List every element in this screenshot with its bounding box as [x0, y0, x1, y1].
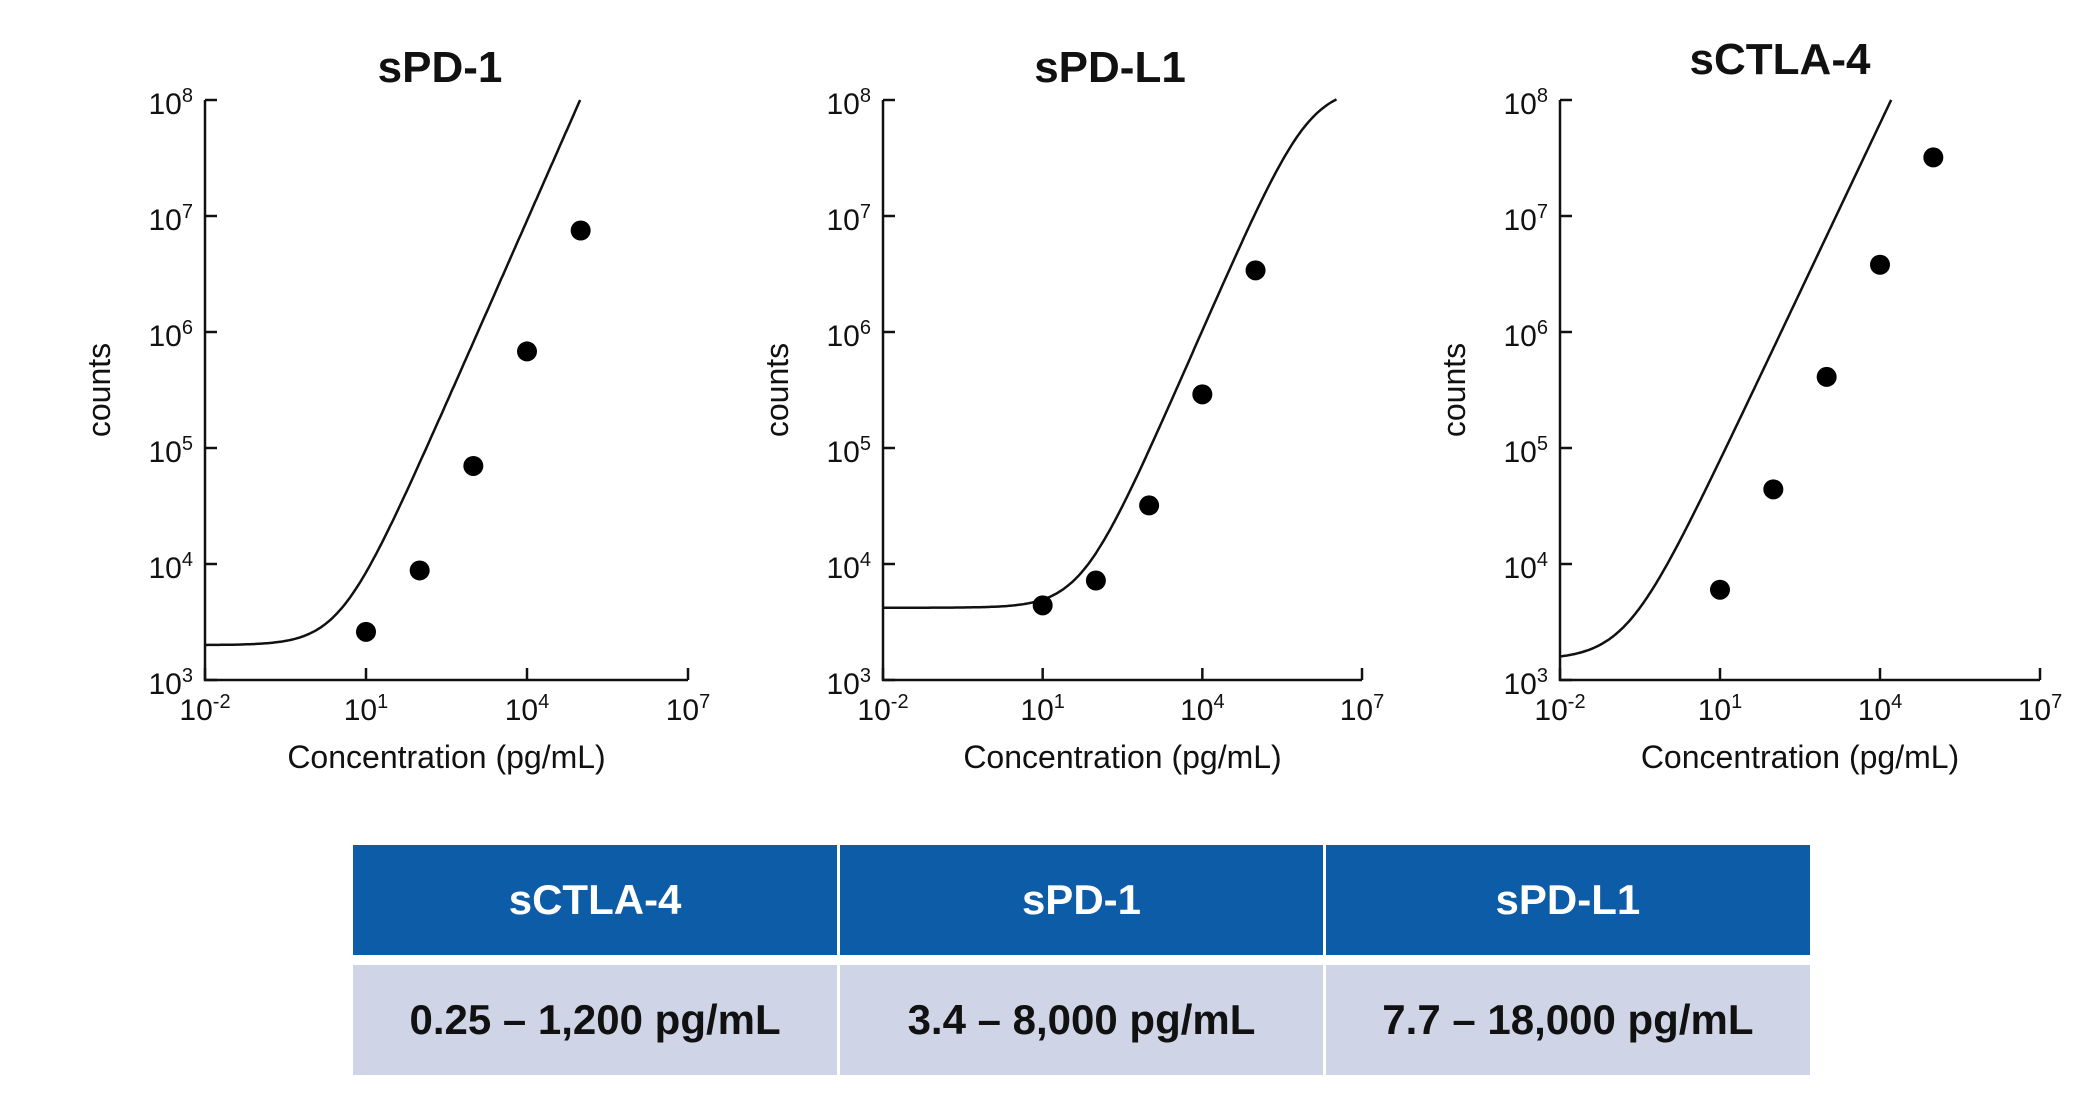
y-tick-label: 107	[827, 201, 872, 237]
table-header-sctla4: sCTLA-4	[353, 845, 841, 960]
y-axis-label: counts	[1436, 343, 1472, 437]
chart-title: sCTLA-4	[1690, 35, 1871, 84]
data-point	[1816, 366, 1837, 387]
chart-panel-1: sPD-L1 103 104 105 106 107 108 10-2 101 104 107 Con…	[759, 43, 1384, 775]
table-cell-sctla4-range: 0.25 – 1,200 pg/mL	[353, 955, 841, 1075]
y-tick-label: 104	[149, 549, 194, 585]
data-point	[1923, 147, 1944, 168]
chart-title: sPD-1	[378, 43, 503, 92]
x-tick-label: 10-2	[1534, 691, 1585, 727]
data-point	[1032, 595, 1053, 616]
y-tick-label: 108	[827, 85, 872, 121]
x-axis-label: Concentration (pg/mL)	[287, 739, 605, 775]
table-cell-spdl1-range: 7.7 – 18,000 pg/mL	[1324, 955, 1810, 1075]
fit-curve	[883, 98, 1338, 609]
charts-area: sPD-1 103 104 105 106 107 108 10-2 101 104 107 Conc…	[81, 35, 2062, 775]
table-header-spdl1: sPD-L1	[1324, 845, 1810, 960]
data-point	[1139, 495, 1160, 516]
data-point	[517, 341, 537, 362]
table-row: 0.25 – 1,200 pg/mL 3.4 – 8,000 pg/mL 7.7…	[353, 955, 1810, 1075]
table-header-spd1: sPD-1	[838, 845, 1326, 960]
data-point	[1763, 479, 1784, 500]
x-axis-label: Concentration (pg/mL)	[1641, 739, 1959, 775]
axes-frame	[1558, 100, 2040, 682]
data-point	[570, 220, 591, 241]
y-tick-label: 105	[1504, 433, 1549, 469]
x-tick-label: 10-2	[857, 691, 908, 727]
y-tick-label: 106	[149, 317, 194, 353]
data-point	[1245, 260, 1266, 281]
y-tick-label: 106	[827, 317, 872, 353]
x-tick-label: 104	[505, 691, 550, 727]
y-tick-label: 108	[149, 85, 194, 121]
y-tick-label: 105	[149, 433, 194, 469]
y-tick-label: 104	[827, 549, 872, 585]
x-tick-label: 101	[344, 691, 389, 727]
chart-title: sPD-L1	[1034, 43, 1186, 92]
y-tick-label: 107	[149, 201, 194, 237]
chart-panel-0: sPD-1 103 104 105 106 107 108 10-2 101 104 107 Conc…	[81, 43, 710, 775]
table-cell-spd1-range: 3.4 – 8,000 pg/mL	[838, 955, 1326, 1075]
data-point	[1870, 254, 1890, 275]
y-tick-label: 105	[827, 433, 872, 469]
y-tick-label: 103	[1504, 665, 1549, 701]
data-point	[1192, 384, 1213, 405]
x-tick-label: 107	[666, 691, 711, 727]
x-tick-label: 104	[1180, 691, 1225, 727]
chart-panel-2: sCTLA-4 103 104 105 106 107 108 10-2 101 104 107 Co…	[1436, 35, 2062, 775]
fit-curve	[1559, 99, 1893, 658]
y-tick-label: 107	[1504, 201, 1549, 237]
x-tick-label: 107	[2018, 691, 2063, 727]
y-tick-label: 108	[1504, 85, 1549, 121]
axes-frame	[881, 100, 1362, 682]
x-tick-label: 10-2	[179, 691, 230, 727]
detection-range-table: sCTLA-4 sPD-1 sPD-L1 0.25 – 1,200 pg/mL …	[353, 845, 1810, 1075]
axes-frame	[203, 100, 688, 682]
x-tick-label: 101	[1020, 691, 1065, 727]
x-tick-label: 101	[1698, 691, 1743, 727]
y-tick-label: 103	[827, 665, 872, 701]
data-point	[463, 455, 484, 476]
x-tick-label: 104	[1858, 691, 1903, 727]
y-tick-label: 103	[149, 665, 194, 701]
x-axis-label: Concentration (pg/mL)	[963, 739, 1281, 775]
y-tick-label: 106	[1504, 317, 1549, 353]
table-header-row: sCTLA-4 sPD-1 sPD-L1	[353, 845, 1810, 960]
fit-curve	[205, 99, 582, 647]
data-point	[1710, 579, 1730, 600]
y-axis-label: counts	[81, 343, 117, 437]
data-point	[409, 560, 430, 581]
x-tick-label: 107	[1340, 691, 1385, 727]
data-point	[1085, 570, 1106, 591]
data-point	[356, 621, 376, 642]
y-axis-label: counts	[759, 343, 795, 437]
y-tick-label: 104	[1504, 549, 1549, 585]
